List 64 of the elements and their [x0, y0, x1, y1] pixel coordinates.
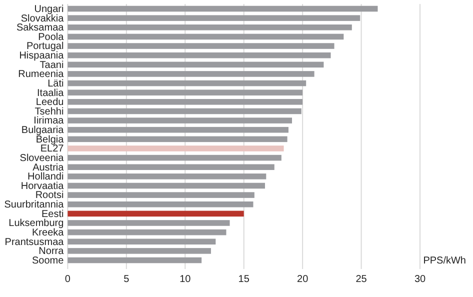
bar — [68, 80, 306, 86]
y-tick-label: Poola — [38, 32, 64, 43]
bar — [68, 108, 302, 114]
y-tick-label: Austria — [32, 162, 64, 174]
y-tick-label: Hispaania — [19, 50, 64, 62]
y-tick-label: Luksemburg — [8, 218, 64, 230]
y-tick-label: Läti — [48, 78, 64, 90]
x-tick-label: 5 — [124, 274, 130, 286]
x-axis-title: PPS/kWh — [423, 256, 466, 267]
bar — [68, 90, 303, 96]
y-tick-label: Portugal — [26, 41, 64, 52]
bar — [68, 15, 360, 21]
y-tick-label: Saksamaa — [16, 22, 64, 34]
y-tick-label: Rumeenia — [18, 69, 64, 80]
y-tick-label: Leedu — [36, 97, 64, 108]
x-tick-label: 20 — [297, 274, 309, 286]
y-tick-label: Soome — [32, 255, 64, 266]
x-tick-label: 0 — [64, 274, 71, 286]
y-tick-label: Eesti — [41, 208, 64, 220]
bar — [68, 192, 254, 198]
bar — [68, 52, 331, 58]
bar — [68, 220, 230, 226]
y-tick-label: Horvaatia — [20, 180, 64, 192]
y-tick-label: Rootsi — [35, 190, 64, 202]
y-tick-label: Ungari — [34, 4, 64, 15]
y-tick-label: Suurbritannia — [4, 200, 64, 211]
bar — [68, 136, 288, 142]
bar — [68, 34, 344, 40]
x-tick-label: 10 — [180, 274, 192, 286]
x-tick-label: 30 — [414, 274, 426, 286]
bar — [68, 154, 282, 161]
y-tick-label: Slovakkia — [20, 13, 64, 24]
y-tick-label: Tsehhi — [34, 106, 64, 118]
bar — [68, 126, 288, 133]
bar — [68, 182, 265, 189]
y-tick-label: Hollandi — [28, 172, 64, 183]
y-tick-label: Taani — [40, 60, 64, 71]
y-tick-label: Belgia — [36, 134, 64, 146]
bar — [68, 24, 352, 30]
y-tick-label: EL27 — [40, 144, 64, 155]
y-tick-label: Sloveenia — [20, 152, 64, 164]
y-tick-label: Iirimaa — [34, 116, 64, 127]
y-tick-label: Norra — [38, 246, 64, 258]
bar — [68, 238, 216, 245]
y-tick-label: Bulgaaria — [21, 125, 64, 136]
bar — [68, 6, 378, 12]
bar — [68, 164, 274, 170]
bar — [68, 146, 284, 152]
bar — [68, 99, 303, 105]
y-tick-label: Prantsusmaa — [4, 236, 64, 248]
x-tick-label: 25 — [356, 274, 368, 286]
bar — [68, 174, 266, 180]
bar — [68, 118, 292, 124]
bar — [68, 257, 202, 264]
bar — [68, 248, 211, 254]
bar — [68, 229, 226, 236]
bar — [68, 43, 334, 49]
y-tick-label: Itaalia — [37, 88, 64, 99]
bar — [68, 71, 314, 77]
x-tick-label: 15 — [238, 274, 250, 286]
y-tick-label: Kreeka — [32, 228, 64, 239]
bar — [68, 210, 244, 217]
bar — [68, 201, 254, 208]
bar — [68, 62, 324, 68]
